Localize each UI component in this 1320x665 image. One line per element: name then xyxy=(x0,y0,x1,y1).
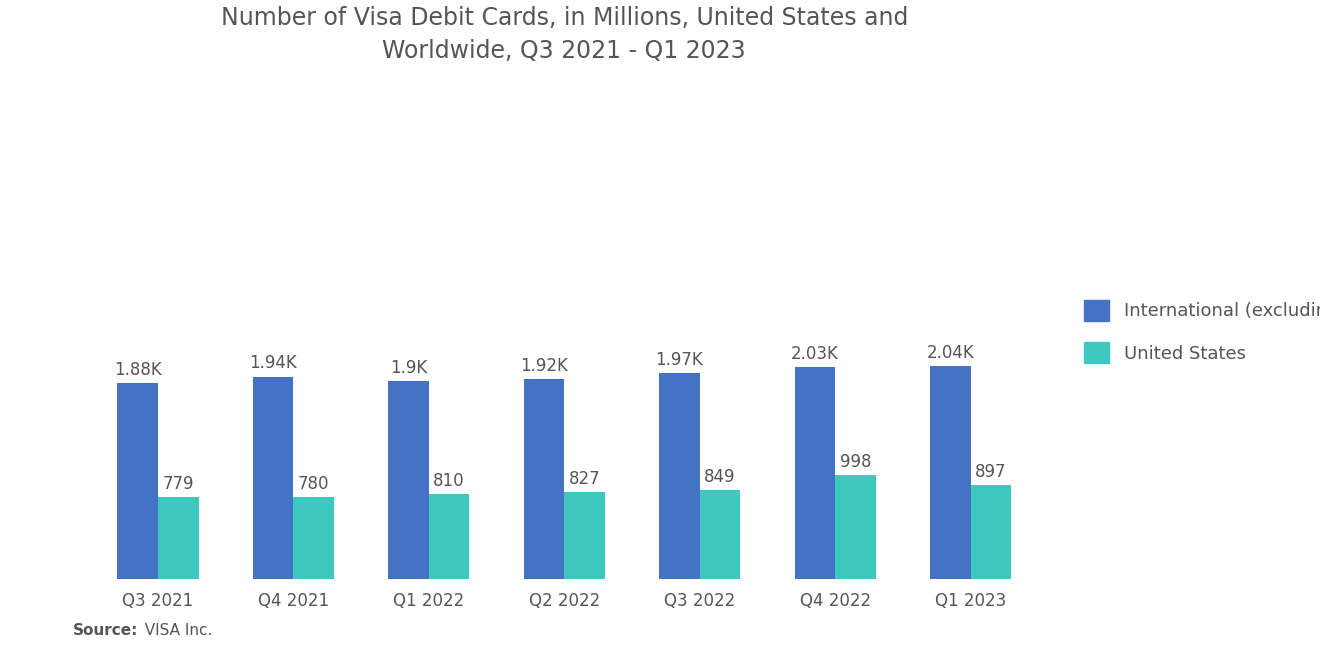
Bar xyxy=(700,490,741,579)
Bar xyxy=(158,497,198,579)
Text: 810: 810 xyxy=(433,472,465,490)
Bar xyxy=(970,485,1011,579)
Text: 2.04K: 2.04K xyxy=(927,344,974,362)
Text: 827: 827 xyxy=(569,470,601,488)
Bar xyxy=(252,376,293,579)
Text: 1.9K: 1.9K xyxy=(389,358,428,376)
Text: 1.88K: 1.88K xyxy=(114,360,161,378)
Text: 998: 998 xyxy=(840,452,871,471)
Text: 897: 897 xyxy=(975,463,1007,481)
Text: 849: 849 xyxy=(705,468,735,486)
Bar xyxy=(836,475,876,579)
Bar xyxy=(659,374,700,579)
Bar xyxy=(388,381,429,579)
Bar xyxy=(931,366,970,579)
Text: 1.97K: 1.97K xyxy=(656,351,704,369)
Bar xyxy=(524,378,565,579)
Title: Number of Visa Debit Cards, in Millions, United States and
Worldwide, Q3 2021 - : Number of Visa Debit Cards, in Millions,… xyxy=(220,5,908,63)
Bar xyxy=(565,493,605,579)
Text: 780: 780 xyxy=(298,475,330,493)
Text: Source:: Source: xyxy=(73,623,139,638)
Bar xyxy=(429,494,470,579)
Legend: International (excluding US), United States: International (excluding US), United Sta… xyxy=(1074,291,1320,372)
Text: VISA Inc.: VISA Inc. xyxy=(135,623,213,638)
Bar xyxy=(795,367,836,579)
Bar xyxy=(117,383,158,579)
Bar xyxy=(293,497,334,579)
Text: 1.92K: 1.92K xyxy=(520,356,568,374)
Text: 779: 779 xyxy=(162,475,194,493)
Text: 2.03K: 2.03K xyxy=(791,345,838,363)
Text: 1.94K: 1.94K xyxy=(249,354,297,372)
